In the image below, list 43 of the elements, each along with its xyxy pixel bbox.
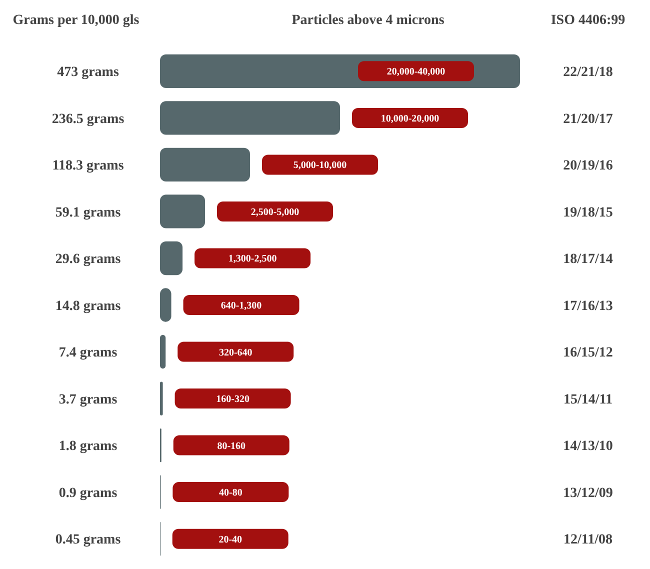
- chart-title: Particles above 4 microns: [292, 13, 445, 28]
- y-tick-label: 3.7 grams: [58, 392, 118, 408]
- annotation: 20,000-40,000: [386, 66, 446, 78]
- y-tick-label: 236.5 grams: [52, 112, 125, 127]
- annotation: 5,000-10,000: [293, 160, 347, 172]
- annotation: 10,000-20,000: [380, 113, 440, 124]
- y-tick-label: 14.8 grams: [55, 298, 122, 314]
- bar: [160, 288, 172, 322]
- annotation: 2,500-5,000: [250, 206, 300, 218]
- annotation: 160-320: [216, 394, 250, 406]
- annotation: 640-1,300: [220, 300, 262, 312]
- bar: [160, 194, 205, 228]
- y-axis-title: Grams per 10,000 gls: [12, 13, 140, 28]
- y2-tick-label: 13/12/09: [563, 486, 613, 501]
- y2-tick-label: 14/13/10: [563, 439, 613, 454]
- y2-tick-label: 17/16/13: [563, 298, 613, 314]
- bar: [160, 101, 340, 135]
- annotation: 1,300-2,500: [228, 254, 277, 265]
- y2-axis-title: ISO 4406:99: [550, 13, 626, 28]
- y-tick-label: 59.1 grams: [55, 205, 122, 220]
- y-tick-label: 0.9 grams: [58, 486, 118, 501]
- bar: [160, 148, 250, 182]
- y-tick-label: 0.45 grams: [55, 532, 122, 548]
- y-tick-label: 29.6 grams: [55, 252, 122, 268]
- y2-tick-label: 19/18/15: [563, 205, 613, 220]
- y-tick-label: 473 grams: [57, 65, 120, 80]
- y2-tick-label: 20/19/16: [563, 158, 613, 174]
- y-tick-label: 7.4 grams: [58, 346, 118, 361]
- annotation: 80-160: [217, 440, 246, 452]
- y-tick-label: 118.3 grams: [52, 158, 124, 174]
- y2-tick-label: 12/11/08: [563, 532, 613, 548]
- bar: [160, 382, 163, 416]
- y-tick-label: 1.8 grams: [58, 439, 118, 454]
- annotation: 40-80: [219, 488, 242, 499]
- annotation: 20-40: [218, 534, 242, 546]
- bar: [160, 241, 183, 276]
- y2-tick-label: 21/20/17: [563, 112, 613, 127]
- y2-tick-label: 15/14/11: [563, 392, 613, 408]
- bar: [160, 334, 166, 369]
- y2-tick-label: 18/17/14: [563, 252, 613, 268]
- y2-tick-label: 22/21/18: [563, 65, 613, 80]
- y2-tick-label: 16/15/12: [563, 346, 613, 361]
- annotation: 320-640: [218, 347, 252, 358]
